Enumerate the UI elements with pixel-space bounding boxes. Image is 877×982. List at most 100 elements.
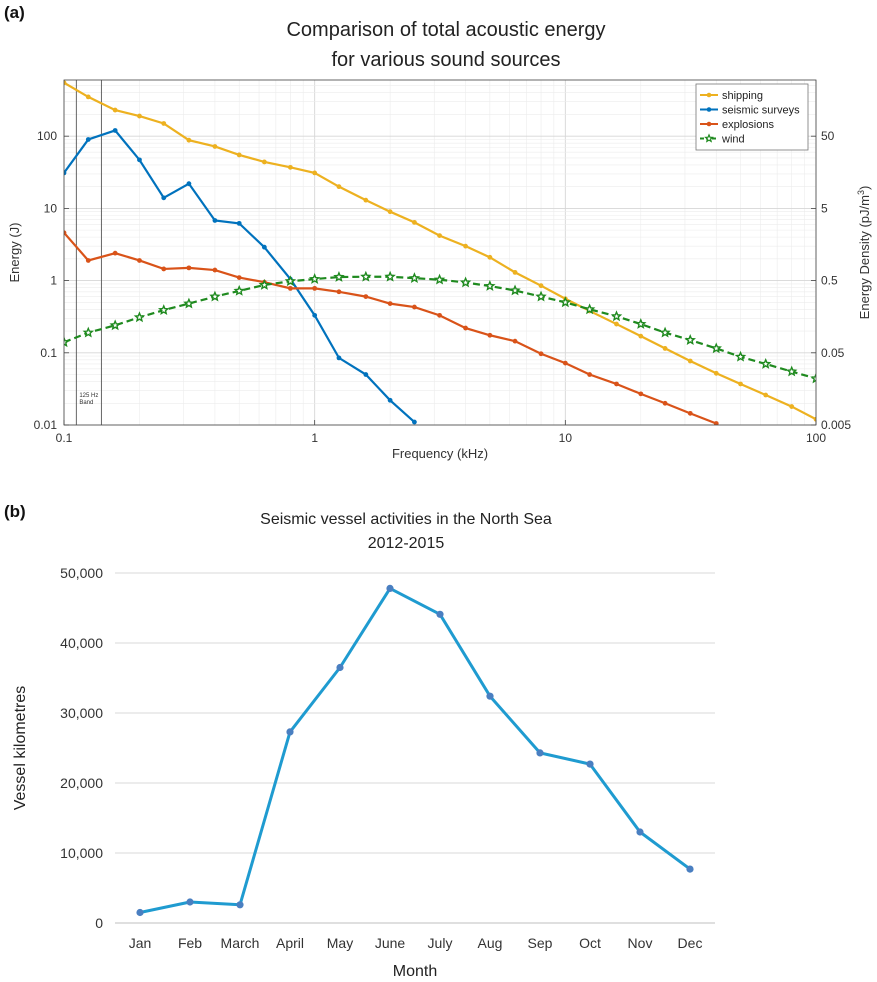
series-wind [64, 270, 816, 384]
panel-a-title-line2: for various sound sources [331, 49, 560, 71]
band-note-line2: Band [79, 400, 93, 406]
data-point-shipping [186, 137, 192, 143]
data-point-explosions [562, 360, 568, 366]
data-point-wind [583, 303, 596, 315]
y-tick-label: 0.1 [40, 346, 57, 360]
y-tick-label: 40,000 [60, 635, 103, 651]
data-point-explosions [487, 332, 493, 338]
legend-marker-wind [704, 133, 714, 143]
data-point-wind [183, 297, 195, 309]
data-point-explosions [437, 312, 442, 318]
data-point-wind [384, 270, 396, 282]
data-point-explosions [412, 304, 417, 310]
data-point-wind [258, 278, 271, 290]
x-tick-label: July [428, 935, 453, 951]
data-point-explosions [538, 351, 544, 357]
data-point-wind [360, 270, 372, 282]
data-point-seismic-surveys [64, 170, 67, 176]
x-tick-label: Feb [178, 935, 202, 951]
data-point-shipping [662, 346, 668, 351]
series-explosions [64, 230, 719, 425]
panel-b-grid [115, 572, 715, 924]
data-point-shipping [763, 392, 769, 398]
y-tick-label: 0 [95, 915, 103, 931]
y2-tick-label: 0.5 [821, 274, 838, 288]
data-point-seismic-surveys [336, 355, 342, 361]
data-point-wind [433, 273, 446, 285]
data-point-shipping [789, 404, 795, 409]
panel-a-axes: 0.1 1 10 1000.010.11101000.0050.050.5550Fre… [7, 129, 872, 461]
series-shipping [64, 80, 816, 422]
x-tick-label: May [327, 935, 353, 951]
legend-label-wind: wind [721, 134, 745, 146]
y-tick-label: 1 [50, 274, 57, 288]
data-point-shipping [287, 164, 293, 170]
data-point-wind [308, 273, 321, 284]
panel-a-title-line1: Comparison of total acoustic energy [286, 19, 605, 41]
x-axis-label: Frequency (kHz) [392, 446, 488, 461]
y2-tick-label: 5 [821, 201, 828, 215]
x-axis-label: Month [393, 963, 437, 980]
data-point-wind [710, 342, 722, 354]
panel-a-series [64, 80, 816, 425]
data-point-shipping [437, 233, 442, 238]
panel-b-title-line1: Seismic vessel activities in the North S… [260, 511, 552, 528]
data-point-seismic-surveys [137, 157, 142, 163]
panel-b-label: (b) [4, 502, 26, 521]
data-point-wind [635, 318, 647, 329]
data-point-wind [610, 310, 623, 322]
data-point-seismic-surveys [85, 137, 91, 142]
data-point [586, 760, 594, 768]
data-point-explosions [287, 285, 293, 291]
data-point [636, 828, 644, 836]
data-point-shipping [512, 269, 518, 275]
x-tick-label: 0.1 [56, 431, 73, 445]
panel-b-title-line2: 2012-2015 [368, 535, 445, 552]
series-seismic-surveys [64, 128, 417, 425]
data-point-wind [785, 365, 798, 377]
data-point-explosions [212, 267, 218, 273]
data-point-shipping [538, 283, 544, 289]
data-point-wind [82, 326, 95, 338]
data-point-shipping [363, 197, 369, 203]
data-point-explosions [387, 301, 393, 307]
data-point-wind [64, 336, 70, 348]
y2-tick-label: 0.05 [821, 346, 845, 360]
data-point [236, 901, 244, 909]
data-point-seismic-surveys [312, 312, 318, 318]
band-note-line1: 125 Hz [79, 393, 98, 399]
data-point-explosions [64, 230, 67, 236]
data-point-seismic-surveys [186, 181, 192, 187]
x-tick-label: Dec [678, 935, 703, 951]
data-point-wind [459, 276, 472, 288]
data-point-explosions [463, 325, 468, 331]
data-point-explosions [638, 391, 644, 397]
data-point-shipping [336, 184, 342, 190]
data-point-shipping [463, 243, 468, 249]
data-point-explosions [112, 250, 118, 256]
data-point-wind [233, 284, 245, 296]
data-point [136, 908, 144, 917]
data-point [436, 610, 444, 618]
data-point-shipping [813, 416, 816, 422]
data-point-shipping [687, 358, 693, 364]
legend-label-explosions: explosions [722, 119, 774, 131]
data-point-wind [684, 334, 696, 345]
data-point-wind [109, 319, 121, 331]
data-point-wind [158, 304, 170, 315]
data-point-wind [810, 372, 816, 384]
data-point-wind [133, 311, 146, 323]
y-axis-label: Vessel kilometres [12, 686, 29, 811]
data-point-explosions [336, 289, 342, 295]
panel-a-plot-frame [63, 79, 817, 426]
y-tick-label: 20,000 [60, 775, 103, 791]
data-point-seismic-surveys [161, 195, 167, 201]
x-tick-label: Jan [129, 935, 152, 951]
legend-label-shipping: shipping [722, 90, 763, 102]
y-tick-label: 50,000 [60, 565, 103, 581]
data-point-wind [509, 284, 521, 296]
data-point-seismic-surveys [363, 372, 369, 377]
panel-a-energy-chart: (a) Comparison of total acoustic energy … [4, 3, 872, 461]
data-point-seismic-surveys [236, 220, 242, 226]
data-point-explosions [512, 338, 518, 344]
